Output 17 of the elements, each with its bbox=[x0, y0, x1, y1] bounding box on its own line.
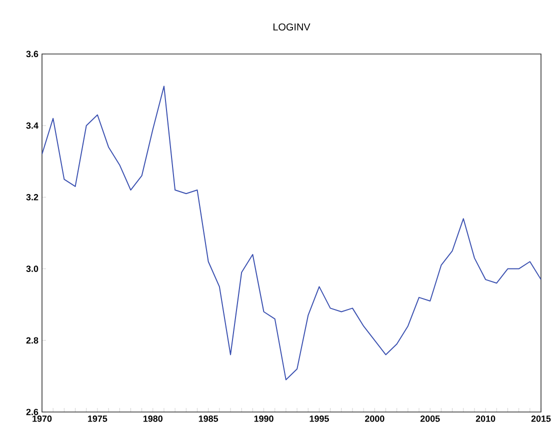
x-tick-label: 1975 bbox=[88, 416, 108, 422]
x-tick-label: 1985 bbox=[198, 416, 218, 422]
x-tick-label: 1980 bbox=[143, 416, 162, 422]
x-tick-label: 1995 bbox=[310, 416, 329, 422]
y-tick-label: 3.2 bbox=[26, 194, 38, 200]
x-tick-label: 1990 bbox=[254, 416, 274, 422]
y-tick-label: 3.4 bbox=[26, 122, 38, 129]
y-tick-label: 3.0 bbox=[26, 266, 38, 272]
x-tick-label: 2000 bbox=[365, 416, 384, 422]
y-tick-label: 2.6 bbox=[26, 408, 38, 416]
x-tick-label: 2005 bbox=[420, 416, 440, 422]
chart-title: LOGINV bbox=[273, 23, 310, 30]
x-tick-label: 2015 bbox=[531, 416, 551, 422]
x-tick-label: 1970 bbox=[32, 416, 52, 422]
x-tick-label: 2010 bbox=[476, 416, 496, 422]
y-tick-label: 2.8 bbox=[26, 337, 38, 344]
y-tick-label: 3.6 bbox=[26, 50, 38, 58]
